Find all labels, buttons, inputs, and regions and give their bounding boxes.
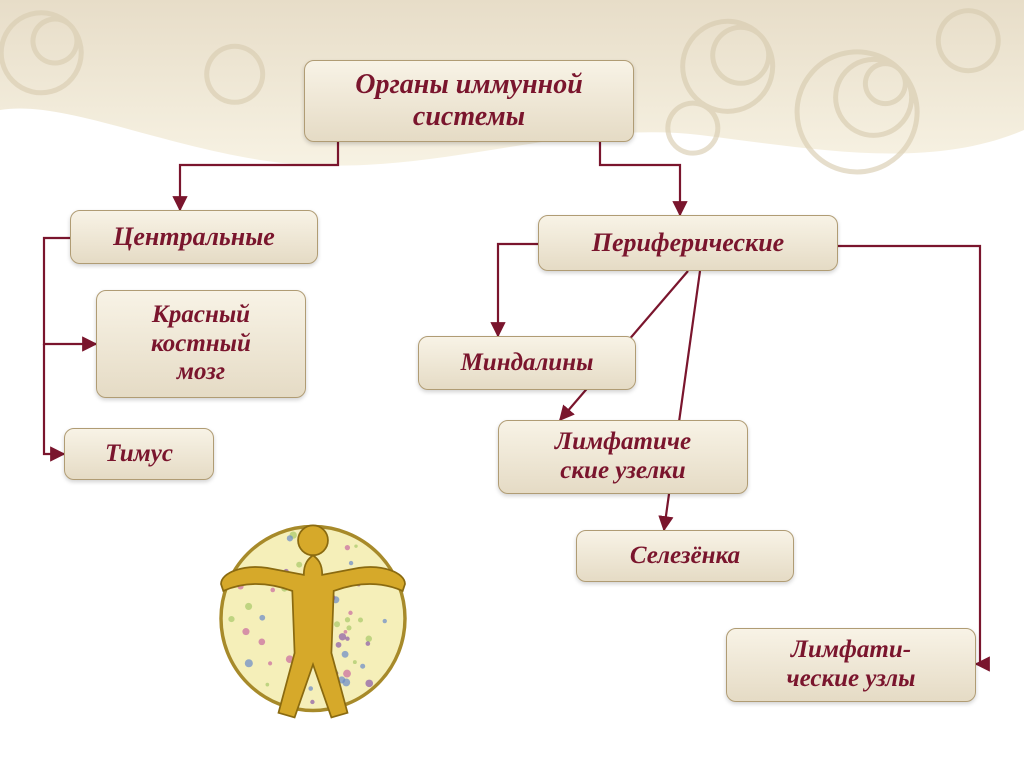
node-marrow: Красныйкостныймозг	[96, 290, 306, 398]
node-nodules: Лимфатические узелки	[498, 420, 748, 494]
node-label: Тимус	[105, 440, 173, 469]
node-label: Красныйкостныймозг	[151, 301, 251, 387]
node-label: Миндалины	[461, 349, 594, 378]
human-figure-icon	[198, 492, 428, 722]
node-root: Органы иммуннойсистемы	[304, 60, 634, 142]
node-tonsils: Миндалины	[418, 336, 636, 390]
node-thymus: Тимус	[64, 428, 214, 480]
node-peripheral: Периферические	[538, 215, 838, 271]
node-label: Периферические	[592, 228, 784, 258]
node-label: Центральные	[113, 222, 275, 252]
node-label: Селезёнка	[630, 542, 740, 571]
node-central: Центральные	[70, 210, 318, 264]
node-label: Лимфати-ческие узлы	[787, 636, 916, 694]
diagram-stage: Органы иммуннойсистемы Центральные Периф…	[0, 0, 1024, 767]
node-spleen: Селезёнка	[576, 530, 794, 582]
node-label: Лимфатические узелки	[555, 428, 691, 486]
node-label: Органы иммуннойсистемы	[355, 69, 583, 133]
node-lymphnodes: Лимфати-ческие узлы	[726, 628, 976, 702]
